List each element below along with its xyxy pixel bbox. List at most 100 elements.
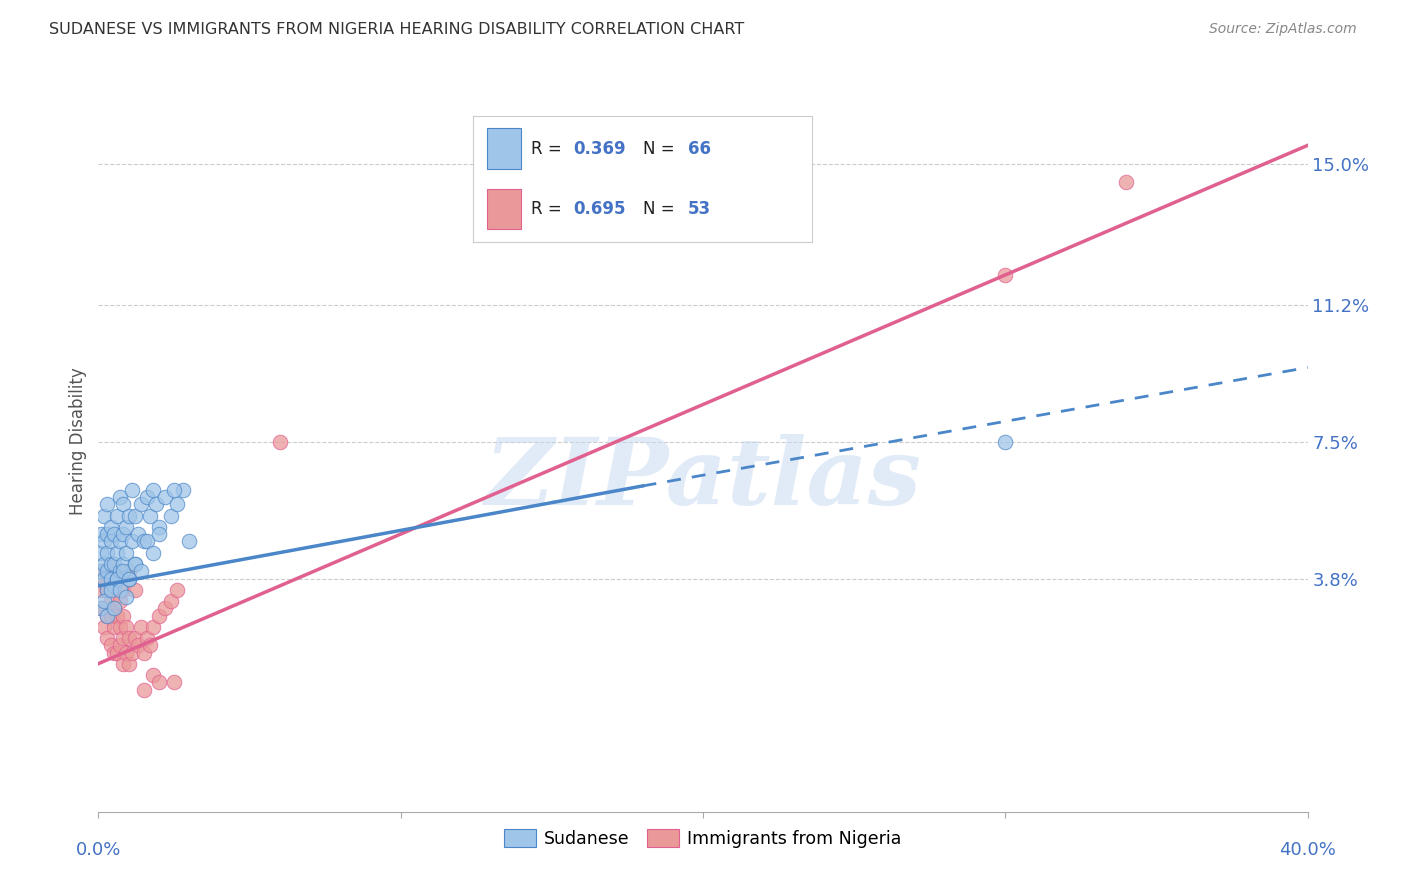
Point xyxy=(93,601,115,615)
Point xyxy=(153,490,176,504)
Point xyxy=(121,534,143,549)
Point xyxy=(114,646,136,660)
Point xyxy=(100,593,122,607)
Point xyxy=(108,490,131,504)
Point xyxy=(93,557,115,571)
Point xyxy=(96,582,118,597)
Point xyxy=(96,582,118,597)
Point xyxy=(100,582,122,597)
Point xyxy=(111,527,134,541)
Point xyxy=(96,564,118,578)
Point xyxy=(93,572,115,586)
Point xyxy=(994,434,1017,449)
Point xyxy=(118,657,141,671)
Point xyxy=(93,572,115,586)
Point xyxy=(124,631,146,645)
Point xyxy=(160,593,183,607)
Point xyxy=(269,434,291,449)
Point xyxy=(105,572,128,586)
Point xyxy=(108,582,131,597)
Point xyxy=(93,619,115,633)
Point xyxy=(111,498,134,512)
Point xyxy=(114,519,136,533)
Legend: Sudanese, Immigrants from Nigeria: Sudanese, Immigrants from Nigeria xyxy=(498,822,908,855)
Point xyxy=(108,593,131,607)
Point xyxy=(96,608,118,623)
Point xyxy=(148,608,170,623)
Point xyxy=(1115,175,1137,190)
Point xyxy=(142,667,165,681)
Point xyxy=(103,646,125,660)
Point xyxy=(90,564,112,578)
Point xyxy=(93,534,115,549)
Point xyxy=(118,572,141,586)
Point xyxy=(103,557,125,571)
Point xyxy=(111,657,134,671)
Point xyxy=(105,608,128,623)
Point xyxy=(103,601,125,615)
Point xyxy=(148,675,170,690)
Point xyxy=(142,546,165,560)
Point xyxy=(108,619,131,633)
Point xyxy=(124,557,146,571)
Point xyxy=(132,646,155,660)
Point xyxy=(129,564,152,578)
Text: 0.0%: 0.0% xyxy=(76,841,121,859)
Text: ZIPatlas: ZIPatlas xyxy=(485,434,921,524)
Point xyxy=(172,483,194,497)
Point xyxy=(111,557,134,571)
Point xyxy=(105,572,128,586)
Point xyxy=(129,619,152,633)
Text: 40.0%: 40.0% xyxy=(1279,841,1336,859)
Point xyxy=(100,572,122,586)
Point xyxy=(103,579,125,593)
Point xyxy=(100,638,122,652)
Point xyxy=(100,519,122,533)
Point xyxy=(121,483,143,497)
Point xyxy=(108,534,131,549)
Point xyxy=(127,527,149,541)
Point xyxy=(105,564,128,578)
Point xyxy=(114,590,136,604)
Point xyxy=(114,546,136,560)
Point xyxy=(103,619,125,633)
Point xyxy=(90,546,112,560)
Point xyxy=(103,601,125,615)
Point xyxy=(100,534,122,549)
Point xyxy=(135,631,157,645)
Point xyxy=(153,601,176,615)
Point xyxy=(105,646,128,660)
Point xyxy=(132,534,155,549)
Point xyxy=(124,582,146,597)
Point xyxy=(118,564,141,578)
Point xyxy=(96,608,118,623)
Point xyxy=(118,508,141,523)
Point xyxy=(111,582,134,597)
Point xyxy=(114,619,136,633)
Point xyxy=(100,557,122,571)
Point xyxy=(135,534,157,549)
Point xyxy=(142,619,165,633)
Point xyxy=(96,582,118,597)
Point xyxy=(163,483,186,497)
Point xyxy=(118,572,141,586)
Point xyxy=(96,527,118,541)
Point xyxy=(90,564,112,578)
Point xyxy=(90,601,112,615)
Point xyxy=(148,527,170,541)
Point xyxy=(139,638,162,652)
Y-axis label: Hearing Disability: Hearing Disability xyxy=(69,368,87,516)
Point xyxy=(93,508,115,523)
Point xyxy=(166,582,188,597)
Point xyxy=(129,498,152,512)
Point xyxy=(93,572,115,586)
Point xyxy=(105,508,128,523)
Point xyxy=(90,601,112,615)
Point xyxy=(93,593,115,607)
Point xyxy=(124,508,146,523)
Point xyxy=(108,564,131,578)
Point xyxy=(118,631,141,645)
Point xyxy=(108,638,131,652)
Point xyxy=(121,646,143,660)
Point xyxy=(135,490,157,504)
